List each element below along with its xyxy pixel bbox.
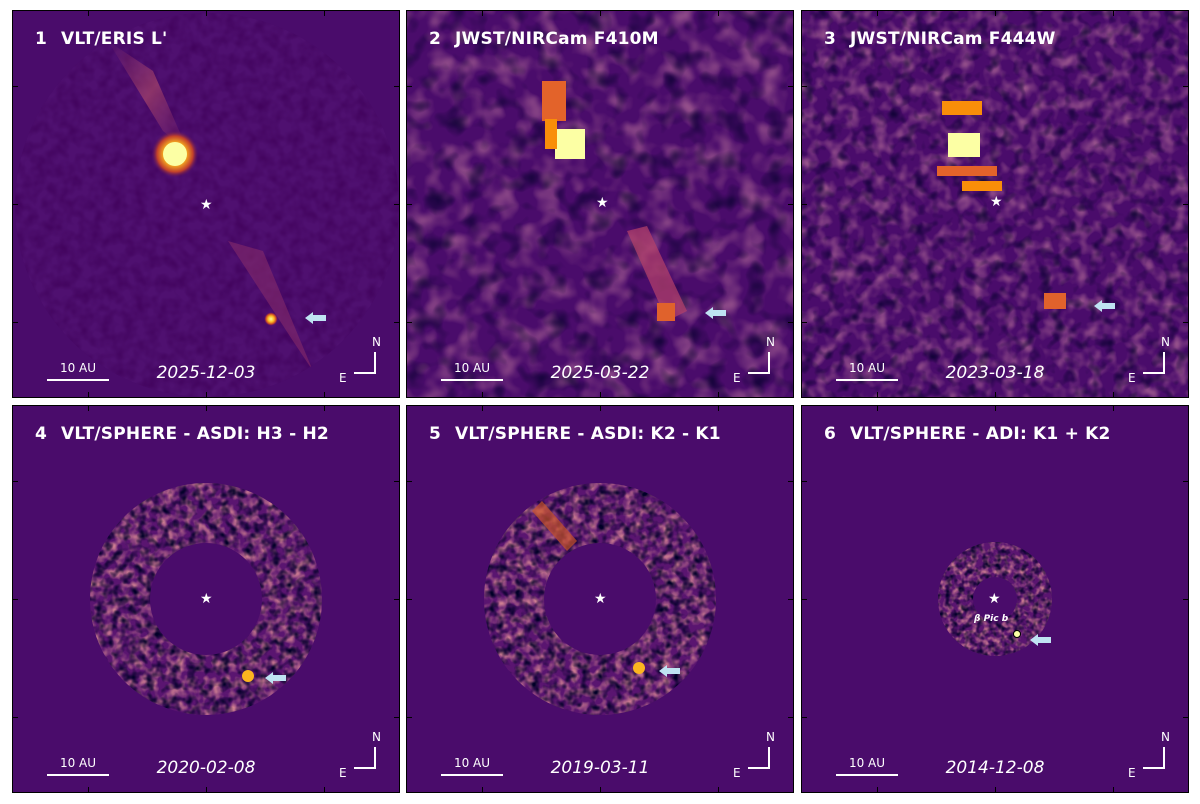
panel-title: 5 VLT/SPHERE - ASDI: K2 - K1 <box>429 424 721 444</box>
panel-1-image <box>13 11 399 397</box>
star-icon: ★ <box>200 591 213 607</box>
scale-bar: 10 AU <box>836 756 898 776</box>
panel-4-image <box>13 406 399 792</box>
observation-date: 2019-03-11 <box>550 758 650 778</box>
panel-title: 3 JWST/NIRCam F444W <box>824 29 1056 49</box>
observation-date: 2020-02-08 <box>156 758 256 778</box>
star-icon: ★ <box>988 591 1001 607</box>
panel-6-image <box>802 406 1188 792</box>
observation-date: 2014-12-08 <box>945 758 1045 778</box>
panel-4: 4 VLT/SPHERE - ASDI: H3 - H2 ★ 10 AU 2020… <box>12 405 400 793</box>
panel-title: 4 VLT/SPHERE - ASDI: H3 - H2 <box>35 424 329 444</box>
panel-5-image <box>407 406 793 792</box>
arrow-left-icon <box>705 307 726 319</box>
scale-bar: 10 AU <box>441 361 503 381</box>
panel-title: 1 VLT/ERIS L' <box>35 29 168 49</box>
observation-date: 2023-03-18 <box>945 363 1045 383</box>
panel-title: 6 VLT/SPHERE - ADI: K1 + K2 <box>824 424 1111 444</box>
panel-5: 5 VLT/SPHERE - ASDI: K2 - K1 ★ 10 AU 2019… <box>406 405 794 793</box>
arrow-left-icon <box>305 312 326 324</box>
observation-date: 2025-12-03 <box>156 363 256 383</box>
observation-date: 2025-03-22 <box>550 363 650 383</box>
scale-bar: 10 AU <box>441 756 503 776</box>
arrow-left-icon <box>1094 300 1115 312</box>
panel-6: 6 VLT/SPHERE - ADI: K1 + K2 ★ β Pic b 10 … <box>801 405 1189 793</box>
arrow-left-icon <box>1030 634 1051 646</box>
arrow-left-icon <box>659 665 680 677</box>
panel-title: 2 JWST/NIRCam F410M <box>429 29 659 49</box>
panel-2-image <box>407 11 793 397</box>
scale-bar: 10 AU <box>47 361 109 381</box>
panel-3-image <box>802 11 1188 397</box>
arrow-left-icon <box>265 672 286 684</box>
star-icon: ★ <box>596 195 609 211</box>
star-icon: ★ <box>594 591 607 607</box>
star-icon: ★ <box>200 197 213 213</box>
scale-bar: 10 AU <box>836 361 898 381</box>
planet-label: β Pic b <box>974 614 1009 624</box>
star-icon: ★ <box>990 194 1003 210</box>
scale-bar: 10 AU <box>47 756 109 776</box>
